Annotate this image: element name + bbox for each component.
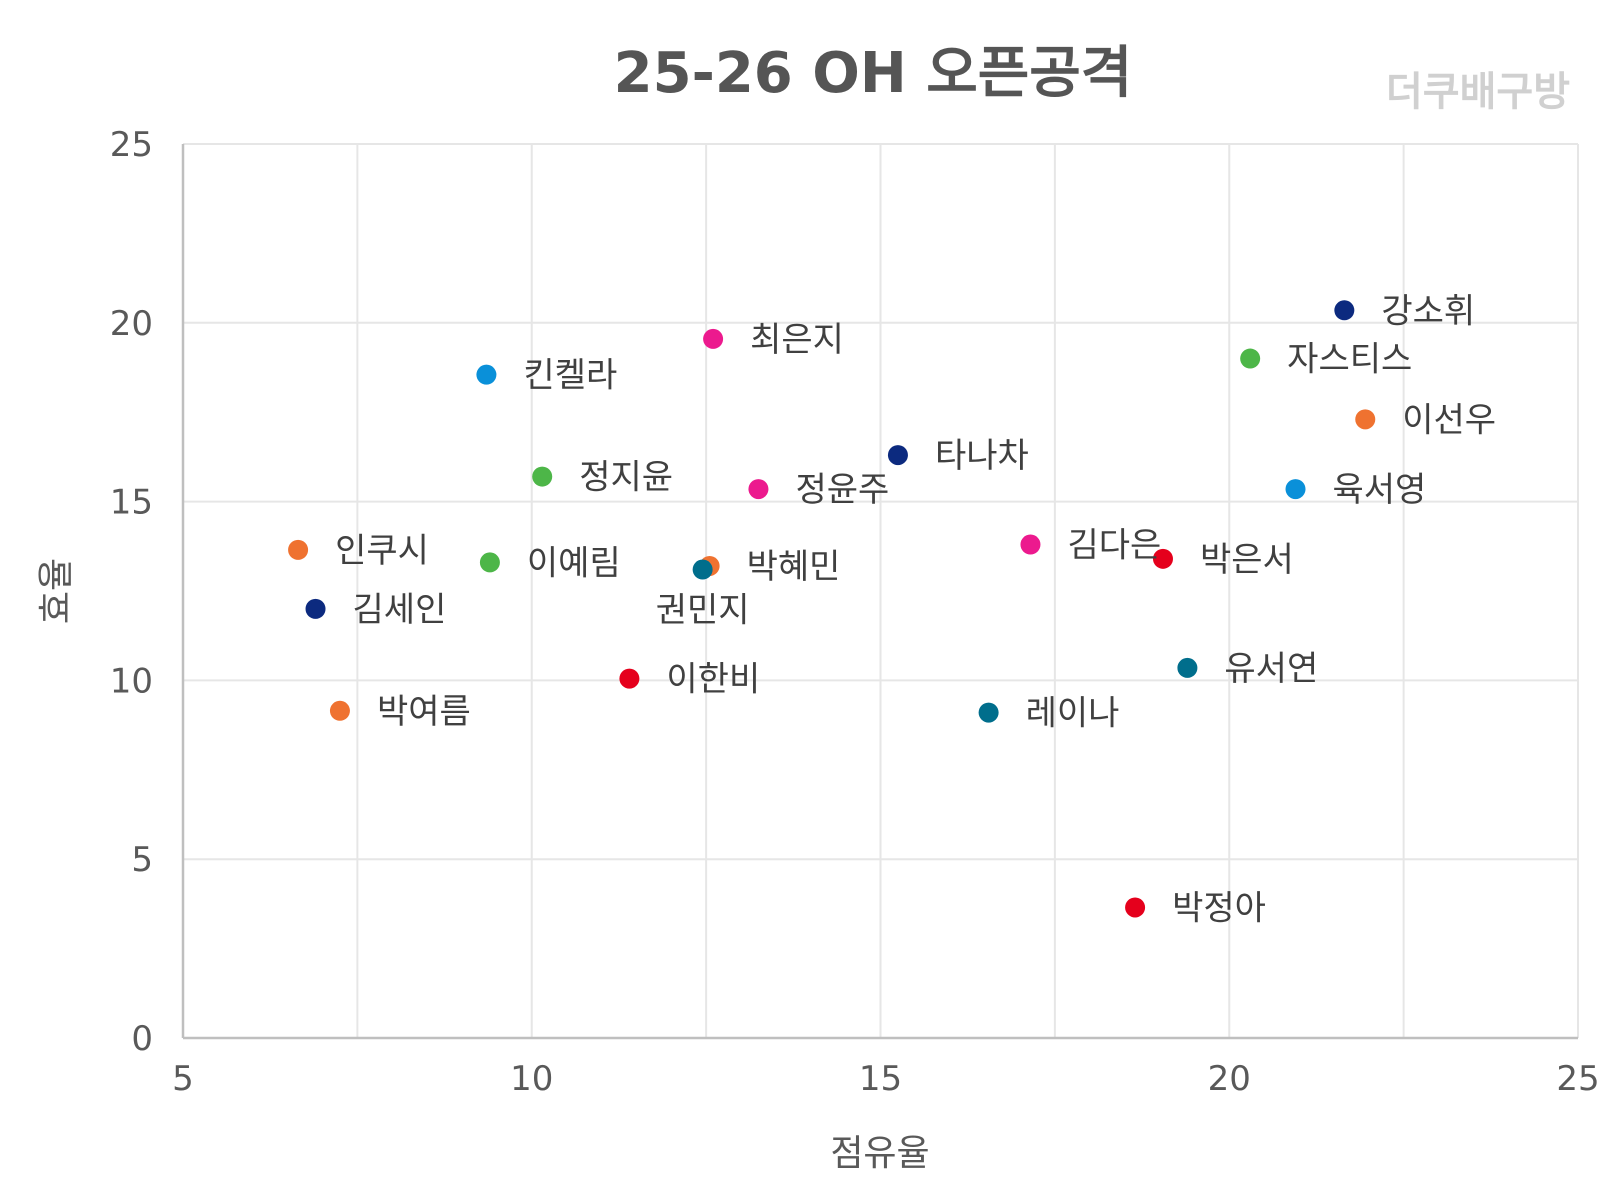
data-label: 권민지 (656, 591, 750, 631)
data-label: 이예림 (527, 543, 621, 583)
data-point (1125, 897, 1146, 918)
data-label: 인쿠시 (335, 531, 429, 571)
data-label: 킨켈라 (523, 356, 617, 396)
data-label: 정지윤 (579, 458, 673, 498)
y-tick-label: 25 (110, 125, 153, 165)
data-label: 이한비 (666, 660, 760, 700)
data-point (978, 702, 999, 723)
data-label: 김다은 (1067, 526, 1161, 566)
x-tick-label: 25 (1556, 1059, 1599, 1099)
data-label: 타나차 (935, 436, 1029, 476)
data-point (1020, 534, 1041, 555)
data-label: 박정아 (1172, 888, 1266, 928)
data-label: 박은서 (1200, 540, 1294, 580)
chart-title: 25-26 OH 오픈공격 (614, 41, 1133, 106)
x-tick-label: 10 (510, 1059, 553, 1099)
data-point (1334, 300, 1355, 321)
data-point (1355, 409, 1376, 430)
watermark: 더쿠배구방 (1386, 69, 1570, 115)
data-point (288, 539, 309, 560)
y-axis-title: 효율 (36, 558, 77, 624)
x-tick-label: 20 (1208, 1059, 1251, 1099)
data-label: 정윤주 (795, 470, 889, 510)
x-tick-label: 5 (172, 1059, 194, 1099)
data-point (1240, 348, 1261, 369)
y-tick-label: 20 (110, 304, 153, 344)
data-point (887, 445, 908, 466)
x-axis-title: 점유율 (830, 1133, 929, 1174)
axes (181, 144, 1578, 1040)
data-label: 이선우 (1402, 400, 1496, 440)
data-point (1152, 548, 1173, 569)
data-point (476, 364, 497, 385)
data-label: 강소휘 (1381, 291, 1475, 331)
data-label: 레이나 (1026, 694, 1120, 734)
data-label: 박여름 (377, 692, 471, 732)
data-label: 육서영 (1333, 470, 1427, 510)
data-label: 박혜민 (747, 547, 841, 587)
data-point (748, 479, 769, 500)
y-tick-label: 15 (110, 483, 153, 523)
data-point (305, 598, 326, 619)
data-points (288, 300, 1376, 918)
data-point (1285, 479, 1306, 500)
data-label: 김세인 (353, 590, 447, 630)
data-point (703, 328, 724, 349)
data-point (619, 668, 640, 689)
data-label: 최은지 (750, 320, 844, 360)
data-label: 유서연 (1224, 649, 1318, 689)
y-tick-labels: 0 5 10 15 20 25 (110, 125, 153, 1059)
y-tick-label: 10 (110, 661, 153, 701)
x-tick-labels: 5 10 15 20 25 (172, 1059, 1599, 1099)
data-point (329, 700, 350, 721)
y-tick-label: 5 (131, 840, 153, 880)
data-point (532, 466, 553, 487)
x-tick-label: 15 (859, 1059, 902, 1099)
data-point (692, 559, 713, 580)
data-label: 자스티스 (1287, 340, 1412, 380)
data-point (479, 552, 500, 573)
data-point (1177, 657, 1198, 678)
grid (183, 143, 1579, 1038)
y-tick-label: 0 (131, 1019, 153, 1059)
